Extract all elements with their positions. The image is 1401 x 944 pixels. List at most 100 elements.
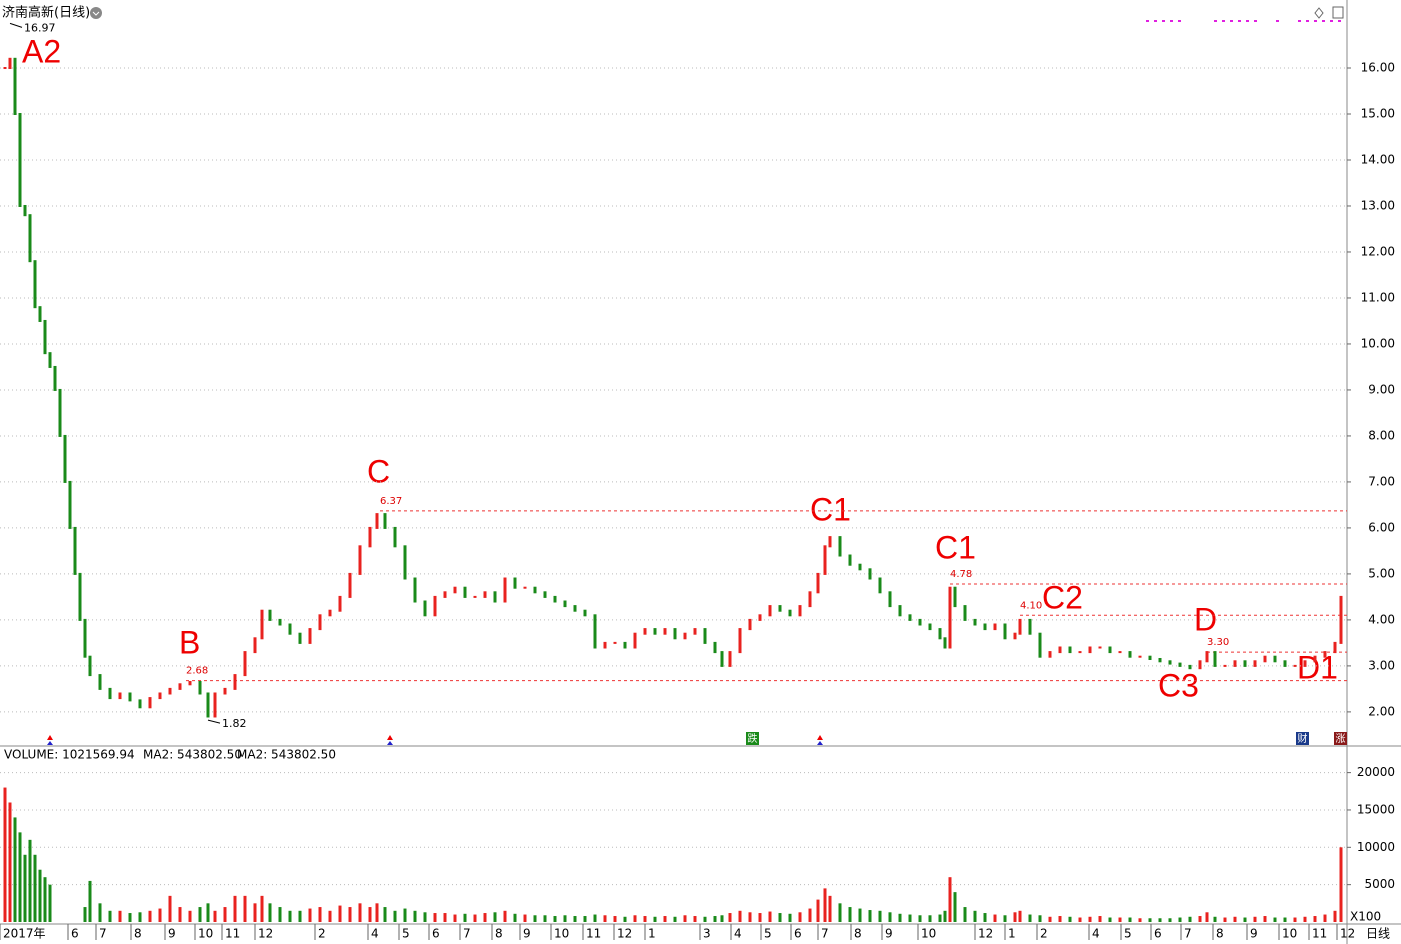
annotation: A2 (22, 33, 61, 69)
x-tick-label: 5 (1124, 927, 1132, 941)
y-tick-label: 16.00 (1361, 61, 1395, 75)
x-tick-label: 6 (71, 927, 79, 941)
x-tick-label: 6 (1154, 927, 1162, 941)
candle (18, 112, 22, 207)
x-tick-label: 11 (1312, 927, 1327, 941)
volume-bar (1323, 914, 1327, 922)
volume-bar (1098, 916, 1102, 922)
candle (298, 632, 302, 644)
candle (1118, 651, 1122, 654)
candle (98, 674, 102, 690)
low-arrow (207, 719, 221, 724)
x-tick-label: 4 (734, 927, 742, 941)
window-icon[interactable] (1332, 6, 1344, 19)
candle (1138, 655, 1142, 658)
candle (63, 434, 67, 483)
volume-bar (1048, 916, 1052, 922)
volume-bar (188, 910, 192, 922)
volume-bar (233, 895, 237, 922)
candle (563, 600, 567, 608)
volume-bar (318, 907, 322, 922)
event-icon[interactable] (1296, 732, 1309, 745)
candle (553, 595, 557, 603)
low-label: 1.82 (222, 717, 247, 730)
candle (898, 605, 902, 617)
volume-bar (1253, 916, 1257, 922)
candle (653, 628, 657, 635)
x-tick-label: 9 (1250, 927, 1258, 941)
candle (1158, 657, 1162, 663)
volume-bar (1263, 916, 1267, 922)
x-tick-label: 5 (764, 927, 772, 941)
candle (128, 692, 132, 702)
volume-bar (693, 916, 697, 922)
volume-bar (1213, 916, 1217, 922)
volume-bar (643, 916, 647, 922)
volume-bar (683, 915, 687, 922)
candle (1038, 632, 1042, 658)
candle (223, 687, 227, 695)
level-label: 3.30 (1207, 637, 1229, 648)
event-icon[interactable] (746, 732, 759, 745)
volume-bar (1158, 918, 1162, 922)
volume-bar (28, 839, 32, 922)
x-tick-label: 6 (794, 927, 802, 941)
x-tick-label: 8 (854, 927, 862, 941)
volume-bar (908, 914, 912, 922)
candle (1058, 646, 1062, 654)
volume-bar (213, 910, 217, 922)
candle (816, 572, 820, 594)
annotation: C1 (935, 529, 976, 565)
volume-bar (403, 908, 407, 922)
volume-bar (1283, 917, 1287, 922)
candle (1223, 664, 1227, 667)
volume-bar (943, 910, 947, 922)
volume-bar (413, 910, 417, 922)
volume-bar (83, 907, 87, 922)
candle (83, 618, 87, 658)
candle (188, 680, 192, 686)
annotation: C1 (810, 491, 851, 527)
candle (808, 591, 812, 608)
event-label: 涨 (1336, 733, 1346, 745)
candle (1233, 660, 1237, 667)
candle (523, 586, 527, 589)
candle (1128, 651, 1132, 658)
candle (573, 605, 577, 612)
y-tick-label: 13.00 (1361, 198, 1395, 212)
volume-bar (158, 908, 162, 922)
volume-bar (338, 905, 342, 922)
volume-bar (938, 914, 942, 922)
volume-bar (1243, 917, 1247, 922)
x-tick-label: 11 (586, 927, 601, 941)
volume-bar (603, 915, 607, 922)
volume-bar (483, 913, 487, 922)
volume-bar (493, 912, 497, 922)
candle (253, 637, 257, 654)
volume-bar (963, 907, 967, 922)
menu-icon[interactable] (90, 7, 102, 19)
candle (78, 572, 82, 621)
candle (983, 623, 987, 631)
event-icon[interactable] (1334, 732, 1347, 745)
y-tick-label: 9.00 (1368, 382, 1395, 396)
candle (703, 628, 707, 644)
x-tick-label: 3 (703, 927, 711, 941)
candle (1205, 651, 1209, 663)
x-tick-label: 2017年 (3, 927, 46, 941)
candle (403, 545, 407, 580)
x-tick-label: 12 (1340, 927, 1355, 941)
diamond-icon[interactable] (1314, 7, 1324, 19)
candle (1078, 651, 1082, 654)
volume-bar (868, 910, 872, 922)
volume-bar (1198, 916, 1202, 922)
candle (633, 632, 637, 649)
volume-bar (1108, 917, 1112, 922)
ma-label: MA2: 543802.50 (237, 748, 336, 762)
volume-bar (1088, 916, 1092, 922)
candle (1253, 660, 1257, 667)
y-tick-label: 4.00 (1368, 612, 1395, 626)
x-tick-label: 12 (617, 927, 632, 941)
candle (243, 651, 247, 677)
annotation: D (1194, 601, 1217, 637)
